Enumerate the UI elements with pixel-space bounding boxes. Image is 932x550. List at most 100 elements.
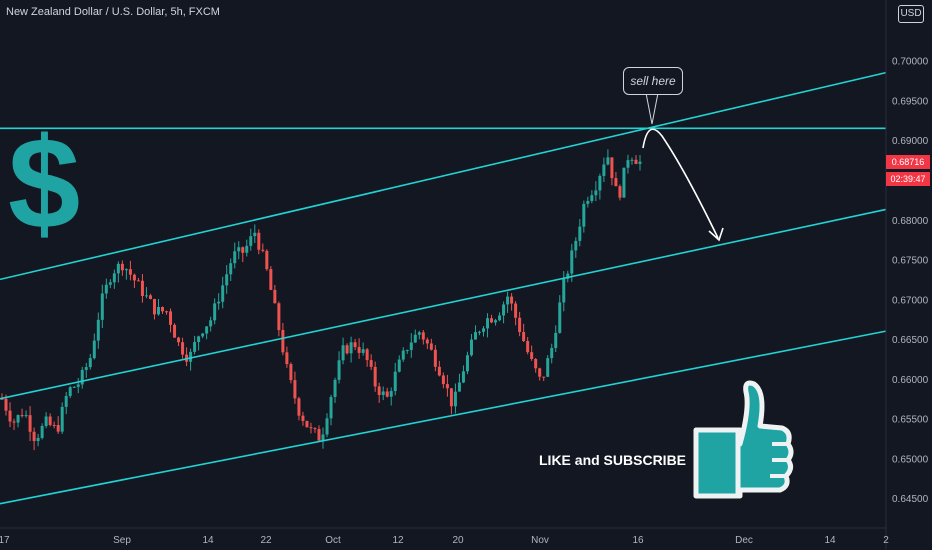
candle-body — [265, 250, 269, 270]
candle-body — [12, 421, 16, 423]
candle-body — [598, 175, 602, 191]
candle-body — [473, 332, 477, 340]
candle-body — [393, 371, 397, 392]
sell-annotation[interactable]: sell here — [623, 67, 683, 95]
candle-body — [465, 355, 469, 372]
candle-body — [309, 427, 313, 429]
candle-body — [586, 200, 590, 204]
candle-body — [538, 368, 542, 377]
currency-button[interactable]: USD — [898, 5, 924, 23]
time-tick-label: 20 — [452, 535, 464, 546]
candle-body — [381, 391, 385, 396]
trend-line-resistance — [0, 71, 887, 281]
candle-body — [4, 398, 8, 411]
time-tick-label: 16 — [632, 535, 644, 546]
candle-body — [84, 367, 88, 370]
candle-body — [610, 157, 614, 179]
candle-body — [437, 366, 441, 376]
candle-body — [534, 358, 538, 369]
curved-arrow-icon — [642, 128, 719, 239]
candle-body — [570, 250, 574, 274]
price-tick-label: 0.69500 — [892, 96, 929, 107]
candle-body — [486, 318, 490, 329]
chart-title: New Zealand Dollar / U.S. Dollar, 5h, FX… — [6, 6, 220, 18]
candle-body — [301, 415, 305, 421]
candle-body — [136, 280, 140, 282]
candle-body — [373, 366, 377, 387]
candle-body — [161, 307, 165, 312]
candle-body — [72, 386, 76, 388]
candle-body — [108, 282, 112, 285]
candle-body — [638, 161, 642, 164]
candle-body — [28, 415, 32, 432]
candle-body — [16, 415, 20, 423]
candle-body — [341, 345, 345, 361]
candle-body — [289, 364, 293, 381]
candle-body — [502, 304, 506, 316]
candle-body — [48, 416, 52, 425]
thumbs-up-icon[interactable] — [693, 380, 794, 499]
like-subscribe-text: LIKE and SUBSCRIBE — [539, 452, 687, 468]
candle-body — [397, 359, 401, 372]
candle-body — [429, 343, 433, 350]
candle-body — [205, 326, 209, 334]
candle-body — [92, 340, 96, 359]
candle-body — [80, 369, 84, 385]
candle-body — [469, 339, 473, 356]
candle-body — [132, 274, 136, 281]
time-tick-label: Sep — [113, 535, 131, 546]
candle-body — [510, 296, 514, 304]
candle-body — [201, 333, 205, 337]
candle-body — [433, 349, 437, 367]
dollar-sign-icon: $ — [8, 110, 81, 256]
candle-body — [189, 351, 193, 362]
candle-body — [558, 302, 562, 333]
candle-body — [325, 418, 329, 435]
trend-line-middle — [0, 208, 887, 400]
candle-body — [417, 332, 421, 335]
candle-body — [482, 328, 486, 332]
candle-body — [530, 352, 534, 359]
candle-body — [630, 159, 634, 161]
candle-body — [457, 382, 461, 392]
candle-body — [253, 232, 257, 237]
candle-body — [413, 334, 417, 343]
candle-body — [144, 295, 148, 297]
candle-body — [269, 269, 273, 290]
time-tick-label: 22 — [260, 535, 272, 546]
candles-layer — [0, 149, 642, 451]
candle-body — [562, 278, 566, 303]
candle-body — [622, 167, 626, 198]
candle-body — [152, 299, 156, 315]
candle-body — [281, 330, 285, 353]
countdown-tag: 02:39:47 — [886, 172, 930, 186]
time-tick-label: 2 — [883, 535, 889, 546]
candle-body — [333, 379, 337, 397]
candle-body — [173, 324, 177, 338]
candle-body — [461, 371, 465, 383]
price-tick-label: 0.65500 — [892, 415, 929, 426]
candle-body — [221, 285, 225, 302]
candle-body — [297, 398, 301, 416]
candle-body — [64, 395, 68, 407]
candle-body — [104, 284, 108, 294]
candle-body — [614, 178, 618, 187]
candle-body — [273, 289, 277, 304]
candle-body — [494, 320, 498, 323]
candle-body — [257, 232, 261, 250]
trend-lines-layer — [0, 71, 887, 505]
candle-body — [305, 420, 309, 428]
price-tick-label: 0.68000 — [892, 216, 929, 227]
callout-pointer — [645, 92, 659, 125]
candle-body — [634, 159, 638, 164]
price-tick-label: 0.69000 — [892, 136, 929, 147]
time-axis: 17 Sep 14 22 Oct 12 20 Nov 16 Dec 14 2 — [0, 527, 889, 546]
current-price-tag: 0.68716 — [886, 155, 930, 169]
time-tick-label: 14 — [824, 535, 836, 546]
candle-body — [197, 336, 201, 342]
candle-body — [526, 341, 530, 353]
candle-body — [241, 247, 245, 253]
candle-body — [181, 342, 185, 355]
